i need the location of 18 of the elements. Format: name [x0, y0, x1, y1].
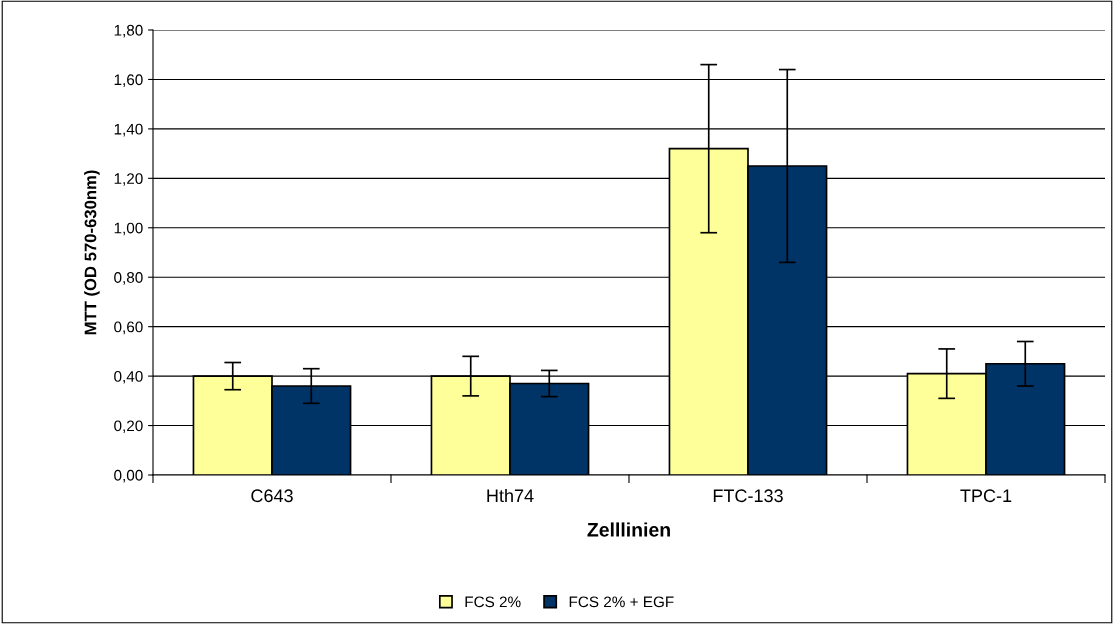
legend-label: FCS 2% + EGF	[569, 596, 674, 608]
y-tick-label: 1,40	[114, 123, 143, 137]
x-axis-title: Zelllinien	[587, 522, 670, 537]
y-tick-label: 1,20	[114, 173, 143, 186]
y-tick-label: 0,40	[114, 370, 143, 384]
x-tick-label: C643	[251, 489, 293, 503]
y-tick-label: 1,80	[114, 24, 143, 38]
legend-label: FCS 2%	[465, 596, 521, 608]
x-tick-label: TPC-1	[960, 489, 1012, 503]
x-tick-label: FTC-133	[713, 489, 783, 503]
y-tick-label: 1,60	[114, 74, 143, 87]
y-tick-label: 0,20	[114, 420, 143, 434]
x-tick-label: Hth74	[487, 488, 534, 503]
y-tick-label: 1,00	[114, 222, 143, 236]
y-tick-label: 0,00	[114, 469, 143, 483]
y-tick-label: 0,60	[114, 321, 143, 335]
y-axis-title: MTT (OD 570-630nm)	[84, 170, 100, 335]
y-tick-label: 0,80	[114, 272, 143, 285]
